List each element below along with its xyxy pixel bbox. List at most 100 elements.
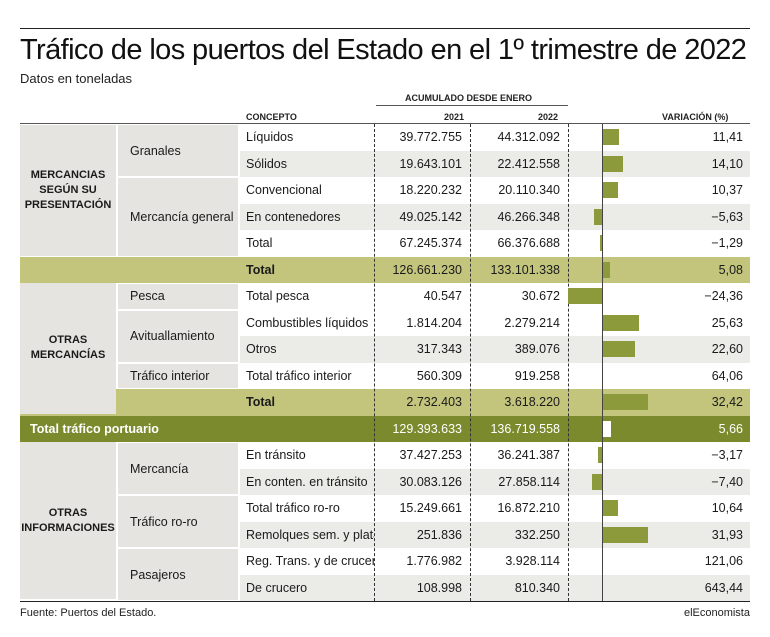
variation-bar [603, 420, 611, 437]
subgroup-label: Mercancía [118, 443, 238, 494]
value-2022: 133.101.338 [490, 262, 560, 277]
value-2021: 251.836 [416, 527, 462, 542]
variation-bar [597, 447, 602, 464]
top-rule [20, 28, 750, 29]
concept-label: En tránsito [246, 448, 306, 463]
concept-label: Total [246, 236, 273, 251]
variation-value: −24,36 [704, 289, 743, 304]
value-2021: 30.083.126 [399, 474, 462, 489]
column-divider [568, 124, 569, 601]
variation-bar [568, 288, 602, 305]
value-2022: 16.872.210 [497, 501, 560, 516]
value-2021: 18.220.232 [399, 183, 462, 198]
header-2021: 2021 [444, 112, 465, 122]
subgroup-label: Tráfico ro-ro [118, 496, 238, 547]
value-2021: 15.249.661 [399, 501, 462, 516]
variation-bar [600, 235, 602, 252]
variation-bar [591, 473, 602, 490]
variation-value: −7,40 [711, 474, 743, 489]
alt-row-bg [240, 203, 750, 230]
value-2022: 66.376.688 [497, 236, 560, 251]
alt-row-bg [240, 150, 750, 177]
value-2021: 129.393.633 [392, 421, 462, 436]
variation-value: 5,08 [718, 262, 743, 277]
value-2022: 810.340 [514, 580, 560, 595]
value-2022: 3.618.220 [504, 395, 560, 410]
value-2022: 332.250 [514, 527, 560, 542]
group-label: OTRAS INFORMACIONES [20, 442, 116, 599]
concept-label: Total tráfico interior [246, 368, 352, 383]
concept-label: Sólidos [246, 156, 287, 171]
subgroup-label: Tráfico interior [118, 363, 238, 388]
value-2022: 3.928.114 [505, 554, 560, 569]
value-2022: 27.858.114 [498, 474, 560, 489]
subgroup-label: Avituallamiento [118, 310, 238, 362]
concept-label: Otros [246, 342, 277, 357]
value-2021: 67.245.374 [399, 236, 462, 251]
variation-value: 14,10 [711, 156, 743, 171]
concept-label: En conten. en tránsito [246, 474, 368, 489]
subgroup-label: Pasajeros [118, 549, 238, 600]
variation-value: 10,64 [711, 501, 743, 516]
value-2022: 36.241.387 [497, 448, 560, 463]
value-2021: 19.643.101 [399, 156, 462, 171]
concept-label: Total pesca [246, 289, 310, 304]
page-subtitle: Datos en toneladas [20, 71, 133, 86]
variation-value: 64,06 [711, 368, 743, 383]
header-2022: 2022 [538, 112, 559, 122]
concept-label: Convencional [246, 183, 322, 198]
total-row-bg [20, 256, 750, 283]
alt-row-bg [240, 468, 750, 495]
variation-bar [603, 155, 623, 172]
value-2022: 44.312.092 [497, 130, 560, 145]
header-variacion: VARIACIÓN (%) [662, 112, 729, 122]
value-2022: 2.279.214 [504, 315, 560, 330]
variation-bar [603, 261, 611, 278]
variation-bar [603, 394, 649, 411]
variation-value: −3,17 [711, 448, 743, 463]
value-2021: 37.427.253 [399, 448, 462, 463]
column-divider [374, 124, 375, 601]
concept-label: Total tráfico ro-ro [246, 501, 340, 516]
variation-value: 32,42 [711, 395, 743, 410]
group-label: OTRAS MERCANCÍAS [20, 283, 116, 414]
brand-logo: elEconomista [683, 607, 750, 619]
value-2022: 46.266.348 [497, 209, 560, 224]
concept-label: Reg. Trans. y de crucero [246, 554, 374, 569]
value-2022: 22.412.558 [497, 156, 560, 171]
value-2021: 317.343 [416, 342, 462, 357]
value-2022: 389.076 [514, 342, 560, 357]
value-2021: 2.732.403 [406, 395, 462, 410]
variation-bar [603, 500, 618, 517]
variation-value: −1,29 [711, 236, 743, 251]
value-2021: 108.998 [416, 580, 462, 595]
variation-axis [602, 124, 603, 601]
variation-bar [603, 341, 635, 358]
concept-label: Total [246, 395, 275, 410]
group-label: MERCANCIAS SEGÚN SU PRESENTACIÓN [20, 125, 116, 256]
variation-value: 11,41 [712, 130, 743, 145]
concept-label: De crucero [246, 580, 308, 595]
variation-value: 22,60 [711, 342, 743, 357]
value-2022: 30.672 [521, 289, 560, 304]
alt-row-bg [240, 336, 750, 363]
subgroup-label: Mercancía general [118, 178, 238, 256]
alt-row-bg [240, 521, 750, 548]
value-2021: 40.547 [423, 289, 462, 304]
total-portuario-label: Total tráfico portuario [30, 421, 159, 436]
concept-label: En contenedores [246, 209, 341, 224]
variation-bar [594, 208, 602, 225]
source-note: Fuente: Puertos del Estado. [20, 607, 157, 619]
value-2022: 20.110.340 [498, 183, 560, 198]
value-2021: 126.661.230 [392, 262, 462, 277]
subgroup-label: Granales [118, 125, 238, 176]
variation-bar [603, 129, 619, 146]
header-acumulado: ACUMULADO DESDE ENERO [405, 93, 533, 103]
variation-value: 10,37 [711, 183, 743, 198]
alt-row-bg [240, 574, 750, 601]
header-concepto: CONCEPTO [246, 112, 297, 122]
concept-label: Líquidos [246, 130, 294, 145]
variation-value: −5,63 [711, 209, 743, 224]
variation-bar [603, 526, 648, 543]
